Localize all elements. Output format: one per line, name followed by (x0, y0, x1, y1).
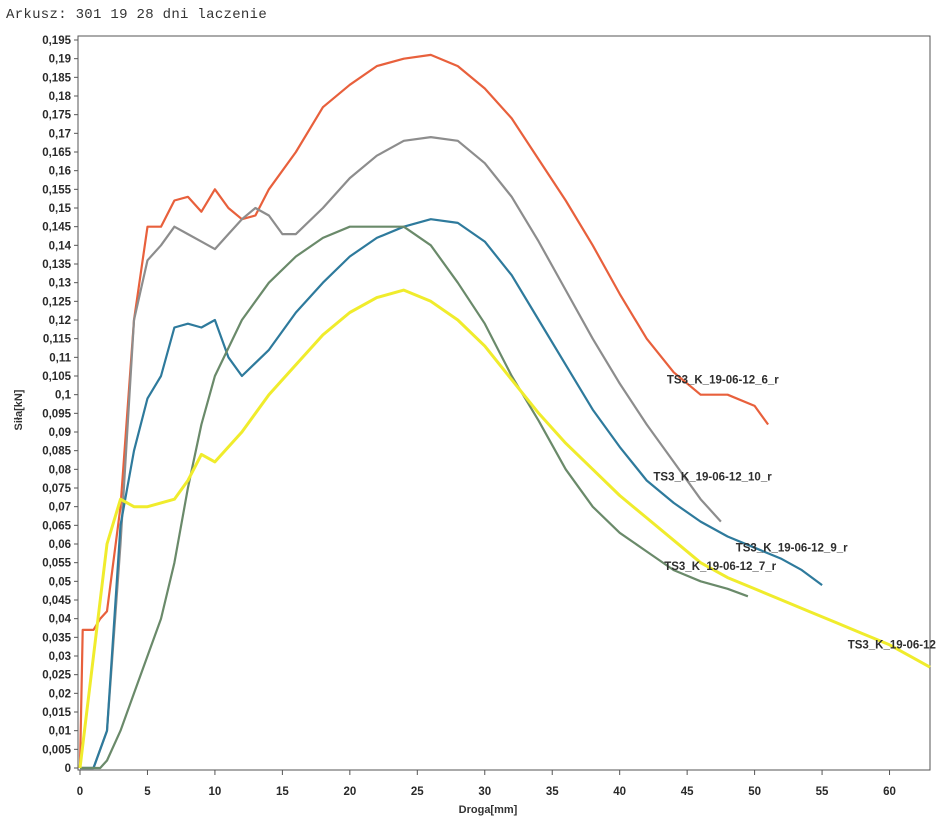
y-axis-ticks: 0 0,005 0,01 0,015 0,02 0,025 0,03 0,035 0,04 0,0… (42, 35, 78, 775)
y-tick-label: 0,025 (42, 670, 71, 682)
series-label-5: TS3_K_19-06-12 (848, 640, 936, 652)
sheet-title: Arkusz: 301 19 28 dni laczenie (6, 7, 268, 23)
y-tick-label: 0,16 (49, 166, 71, 178)
series-label-4: TS3_K_19-06-12_7_r (664, 561, 776, 573)
y-tick-label: 0,13 (49, 278, 71, 290)
y-tick-label: 0,02 (49, 688, 71, 700)
y-tick-label: 0,18 (49, 91, 72, 103)
y-tick-label: 0,08 (49, 464, 72, 476)
series-layer (78, 53, 931, 770)
y-tick-label: 0,17 (49, 128, 71, 140)
y-tick-label: 0,185 (42, 72, 71, 84)
y-tick-label: 0,05 (49, 576, 72, 588)
series-line-5 (78, 288, 931, 769)
y-tick-label: 0,12 (49, 315, 71, 327)
y-tick-label: 0,115 (43, 334, 72, 346)
x-tick-label: 55 (816, 786, 829, 798)
x-tick-label: 40 (613, 786, 626, 798)
y-tick-label: 0,06 (49, 539, 71, 551)
series-line-4 (80, 225, 749, 770)
y-tick-label: 0,14 (49, 240, 72, 252)
y-tick-label: 0,01 (49, 726, 72, 738)
series-line-2 (80, 136, 722, 770)
y-tick-label: 0,145 (42, 222, 71, 234)
y-tick-label: 0,175 (42, 110, 71, 122)
series-line-3 (80, 218, 823, 770)
y-tick-label: 0,11 (49, 352, 71, 364)
x-tick-label: 35 (546, 786, 559, 798)
x-tick-label: 45 (681, 786, 694, 798)
y-tick-label: 0 (65, 763, 71, 775)
x-tick-label: 0 (77, 786, 83, 798)
x-tick-label: 15 (276, 786, 289, 798)
series-label-layer: TS3_K_19-06-12_6_r TS3_K_19-06-12_10_r TS3… (653, 374, 936, 651)
y-axis-title: Siła[kN] (13, 389, 25, 430)
x-tick-label: 50 (748, 786, 761, 798)
x-axis-title: Droga[mm] (459, 804, 518, 816)
y-tick-label: 0,035 (42, 632, 71, 644)
y-tick-label: 0,03 (49, 651, 71, 663)
x-tick-label: 20 (343, 786, 356, 798)
y-tick-label: 0,04 (49, 614, 72, 626)
x-tick-label: 25 (411, 786, 424, 798)
x-axis-ticks: 0 5 10 15 20 25 30 35 40 45 50 55 60 (77, 770, 896, 798)
y-tick-label: 0,015 (42, 707, 71, 719)
y-tick-label: 0,085 (42, 446, 71, 458)
y-tick-label: 0,045 (42, 595, 71, 607)
x-tick-label: 30 (478, 786, 491, 798)
y-tick-label: 0,095 (42, 408, 71, 420)
y-tick-label: 0,055 (42, 558, 71, 570)
series-label-3: TS3_K_19-06-12_9_r (736, 542, 848, 554)
series-label-2: TS3_K_19-06-12_10_r (653, 472, 772, 484)
y-tick-label: 0,09 (49, 427, 71, 439)
y-tick-label: 0,155 (42, 184, 71, 196)
x-tick-label: 5 (144, 786, 151, 798)
y-tick-label: 0,125 (42, 296, 71, 308)
y-tick-label: 0,195 (42, 35, 71, 47)
x-tick-label: 60 (883, 786, 896, 798)
y-tick-label: 0,075 (42, 483, 71, 495)
y-tick-label: 0,165 (42, 147, 71, 159)
y-tick-label: 0,005 (42, 744, 71, 756)
plot-area (77, 35, 931, 771)
series-label-1: TS3_K_19-06-12_6_r (667, 374, 779, 386)
y-tick-label: 0,105 (42, 371, 71, 383)
y-tick-label: 0,19 (49, 54, 71, 66)
y-tick-label: 0,07 (49, 502, 71, 514)
y-tick-label: 0,15 (49, 203, 72, 215)
y-tick-label: 0,135 (42, 259, 71, 271)
y-tick-label: 0,065 (42, 520, 71, 532)
y-tick-label: 0,1 (55, 390, 72, 402)
x-tick-label: 10 (209, 786, 222, 798)
